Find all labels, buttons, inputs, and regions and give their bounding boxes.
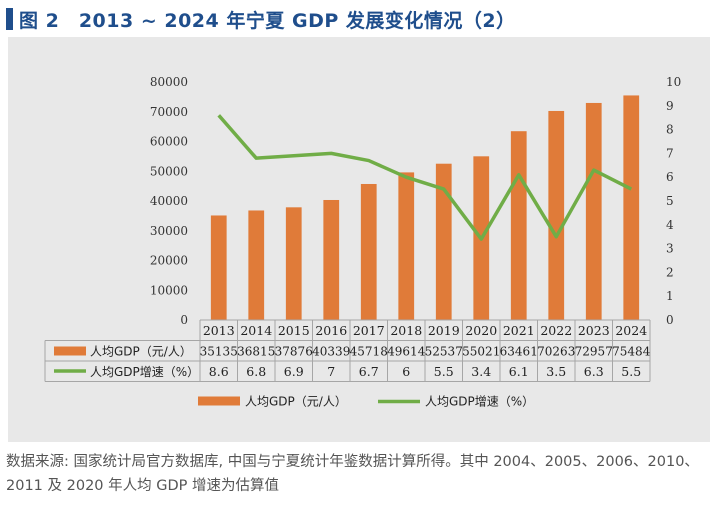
y-right-tick-label: 2 — [666, 265, 674, 279]
y-left-tick-label: 70000 — [150, 105, 188, 119]
category-label: 2016 — [315, 323, 347, 338]
title-marker — [6, 8, 13, 30]
category-label: 2022 — [540, 323, 572, 338]
line-value-label: 6.9 — [284, 364, 304, 379]
line-value-label: 6.1 — [509, 364, 529, 379]
table-bar-key — [54, 346, 86, 356]
bar-value-label: 72957 — [575, 345, 613, 359]
bar — [323, 199, 340, 320]
bar-value-label: 36815 — [237, 345, 275, 359]
bar-value-label: 75484 — [612, 345, 651, 359]
y-right-tick-label: 1 — [666, 289, 674, 303]
bar — [510, 131, 527, 320]
growth-line — [217, 114, 633, 241]
bar — [623, 95, 640, 320]
category-label: 2024 — [615, 323, 647, 338]
category-label: 2013 — [203, 323, 235, 338]
bar-value-label: 63461 — [500, 345, 538, 359]
y-left-tick-label: 50000 — [150, 164, 188, 178]
figure-title: 图 2 2013 ~ 2024 年宁夏 GDP 发展变化情况（2） — [6, 4, 516, 34]
y-left-tick-label: 20000 — [150, 254, 188, 268]
y-right-tick-label: 9 — [666, 99, 674, 113]
line-value-label: 5.5 — [434, 364, 454, 379]
legend-bar-key — [198, 396, 240, 406]
category-label: 2014 — [240, 323, 272, 338]
line-value-label: 6.7 — [359, 364, 379, 379]
y-right-tick-label: 0 — [666, 313, 674, 327]
bar — [210, 215, 227, 320]
bar — [548, 110, 565, 320]
bar-value-label: 55021 — [462, 345, 500, 359]
y-left-tick-label: 30000 — [150, 224, 188, 238]
y-right-tick-label: 5 — [666, 194, 674, 208]
bar — [248, 210, 265, 320]
y-left-tick-label: 10000 — [150, 283, 188, 297]
title-text: 图 2 2013 ~ 2024 年宁夏 GDP 发展变化情况（2） — [19, 9, 516, 32]
y-right-tick-label: 10 — [666, 75, 681, 89]
category-label: 2018 — [390, 323, 422, 338]
combo-chart: 0 10000 20000 30000 40000 50000 60000 70000 8000… — [44, 75, 681, 409]
line-value-label: 6.8 — [246, 364, 266, 379]
category-label: 2023 — [578, 323, 610, 338]
line-value-label: 6 — [402, 364, 410, 379]
bar-value-label: 70263 — [537, 345, 575, 359]
bar-value-label: 40339 — [312, 345, 350, 359]
category-label: 2021 — [503, 323, 535, 338]
bar-value-label: 52537 — [425, 345, 463, 359]
y-right-tick-label: 3 — [666, 242, 674, 256]
y-left-tick-label: 0 — [180, 313, 188, 327]
line-value-label: 5.5 — [621, 364, 641, 379]
y-right-tick-label: 6 — [666, 170, 674, 184]
y-right-tick-label: 7 — [666, 146, 674, 160]
bar-value-label: 45718 — [350, 345, 388, 359]
category-label: 2020 — [465, 323, 497, 338]
category-label: 2019 — [428, 323, 460, 338]
bar — [360, 183, 377, 320]
line-value-label: 6.3 — [584, 364, 604, 379]
bar-value-label: 35135 — [200, 345, 238, 359]
y-left-tick-label: 80000 — [150, 75, 188, 89]
line-value-label: 3.4 — [471, 364, 491, 379]
line-value-label: 3.5 — [546, 364, 566, 379]
bar-value-label: 49614 — [387, 345, 426, 359]
category-label: 2015 — [278, 323, 310, 338]
y-left-tick-label: 60000 — [150, 135, 188, 149]
bar — [398, 172, 415, 320]
y-right-tick-label: 4 — [666, 218, 674, 232]
y-right-tick-label: 8 — [666, 123, 674, 137]
bar-value-label: 37876 — [275, 345, 313, 359]
table-bar-series-name: 人均GDP（元/人） — [90, 345, 192, 359]
chart-panel: 0 10000 20000 30000 40000 50000 60000 70000 8000… — [8, 37, 710, 442]
line-value-label: 8.6 — [209, 364, 229, 379]
legend-bar-label: 人均GDP（元/人） — [245, 395, 347, 409]
bar — [435, 163, 452, 320]
category-label: 2017 — [353, 323, 385, 338]
source-note: 数据来源: 国家统计局官方数据库, 中国与宁夏统计年鉴数据计算所得。其中 200… — [6, 454, 699, 494]
line-value-label: 7 — [327, 364, 335, 379]
bar — [585, 102, 602, 320]
legend-line-label: 人均GDP增速（%） — [425, 395, 534, 409]
y-left-tick-label: 40000 — [150, 194, 188, 208]
table-line-series-name: 人均GDP增速（%） — [90, 365, 199, 379]
bar — [285, 207, 302, 320]
